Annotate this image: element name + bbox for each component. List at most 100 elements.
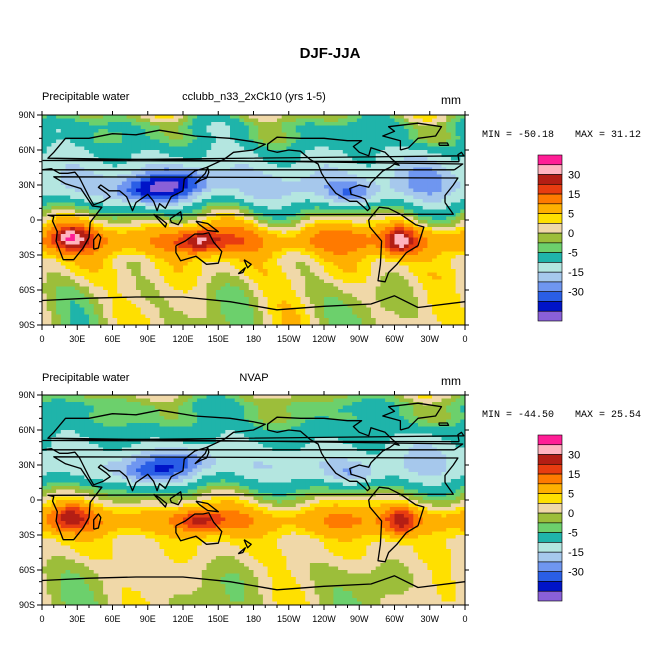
heatmap-cell — [239, 279, 245, 284]
heatmap-cell — [56, 139, 62, 144]
heatmap-cell — [460, 227, 465, 232]
heatmap-cell — [98, 202, 104, 207]
heatmap-cell — [220, 171, 226, 176]
heatmap-cell — [422, 178, 428, 183]
heatmap-cell — [277, 188, 283, 193]
heatmap-cell — [258, 300, 264, 305]
heatmap-cell — [375, 286, 381, 291]
heatmap-cell — [239, 255, 245, 260]
heatmap-cell — [319, 300, 325, 305]
heatmap-cell — [164, 192, 170, 197]
heatmap-cell — [206, 143, 212, 148]
heatmap-cell — [272, 202, 278, 207]
heatmap-cell — [399, 132, 405, 137]
heatmap-cell — [253, 122, 259, 127]
heatmap-cell — [333, 297, 339, 302]
heatmap-cell — [206, 241, 212, 246]
heatmap-cell — [305, 132, 311, 137]
heatmap-cell — [248, 269, 255, 274]
heatmap-cell — [408, 164, 414, 169]
heatmap-cell — [413, 255, 419, 260]
heatmap-cell — [74, 283, 81, 288]
heatmap-cell — [277, 192, 283, 197]
heatmap-cell — [239, 290, 245, 295]
heatmap-cell — [375, 188, 381, 193]
heatmap-cell — [225, 227, 231, 232]
heatmap-cell — [436, 150, 443, 155]
heatmap-cell — [380, 297, 386, 302]
heatmap-cell — [215, 265, 222, 270]
heatmap-cell — [295, 227, 302, 232]
heatmap-cell — [286, 164, 292, 169]
heatmap-cell — [399, 234, 405, 239]
heatmap-cell — [413, 269, 419, 274]
heatmap-cell — [366, 178, 372, 183]
heatmap-cell — [197, 132, 203, 137]
heatmap-cell — [121, 220, 128, 225]
heatmap-cell — [183, 185, 189, 190]
heatmap-cell — [427, 258, 433, 263]
heatmap-cell — [51, 146, 57, 151]
heatmap-cell — [441, 265, 447, 270]
heatmap-cell — [389, 143, 396, 148]
heatmap-cell — [93, 164, 99, 169]
heatmap-cell — [183, 265, 189, 270]
heatmap-cell — [131, 293, 137, 298]
heatmap-cell — [74, 307, 81, 312]
heatmap-cell — [183, 279, 189, 284]
heatmap-cell — [51, 139, 57, 144]
heatmap-cell — [267, 265, 273, 270]
heatmap-cell — [258, 227, 264, 232]
heatmap-cell — [126, 223, 132, 228]
heatmap-cell — [347, 276, 353, 281]
heatmap-cell — [328, 262, 334, 267]
heatmap-cell — [74, 150, 81, 155]
heatmap-cell — [295, 272, 302, 277]
heatmap-cell — [56, 181, 62, 186]
heatmap-cell — [244, 223, 250, 228]
heatmap-cell — [187, 164, 193, 169]
heatmap-cell — [338, 132, 344, 137]
heatmap-cell — [239, 244, 245, 249]
heatmap-cell — [281, 297, 287, 302]
heatmap-cell — [300, 286, 306, 291]
heatmap-cell — [89, 125, 95, 130]
heatmap-cell — [460, 244, 465, 249]
heatmap-cell — [126, 188, 132, 193]
heatmap-cell — [305, 171, 311, 176]
heatmap-cell — [375, 234, 381, 239]
heatmap-cell — [126, 129, 132, 134]
heatmap-cell — [225, 185, 231, 190]
heatmap-cell — [74, 199, 81, 204]
heatmap-cell — [211, 258, 217, 263]
heatmap-cell — [436, 300, 443, 305]
heatmap-cell — [291, 304, 297, 309]
heatmap-cell — [187, 241, 193, 246]
heatmap-cell — [262, 220, 269, 225]
heatmap-cell — [112, 216, 118, 221]
heatmap-cell — [413, 143, 419, 148]
heatmap-cell — [460, 125, 465, 130]
heatmap-cell — [168, 227, 175, 232]
heatmap-cell — [347, 262, 353, 267]
heatmap-cell — [380, 269, 386, 274]
heatmap-cell — [309, 216, 316, 221]
heatmap-cell — [201, 199, 208, 204]
heatmap-cell — [211, 244, 217, 249]
heatmap-cell — [385, 279, 391, 284]
heatmap-cell — [277, 227, 283, 232]
heatmap-cell — [262, 216, 269, 221]
heatmap-cell — [371, 132, 377, 137]
heatmap-cell — [187, 132, 193, 137]
heatmap-cell — [389, 283, 396, 288]
heatmap-cell — [206, 132, 212, 137]
heatmap-cell — [385, 283, 391, 288]
heatmap-cell — [183, 223, 189, 228]
heatmap-cell — [211, 195, 217, 200]
heatmap-cell — [314, 115, 320, 120]
heatmap-cell — [371, 244, 377, 249]
heatmap-cell — [84, 297, 90, 302]
heatmap-cell — [206, 188, 212, 193]
heatmap-cell — [183, 269, 189, 274]
heatmap-cell — [399, 272, 405, 277]
